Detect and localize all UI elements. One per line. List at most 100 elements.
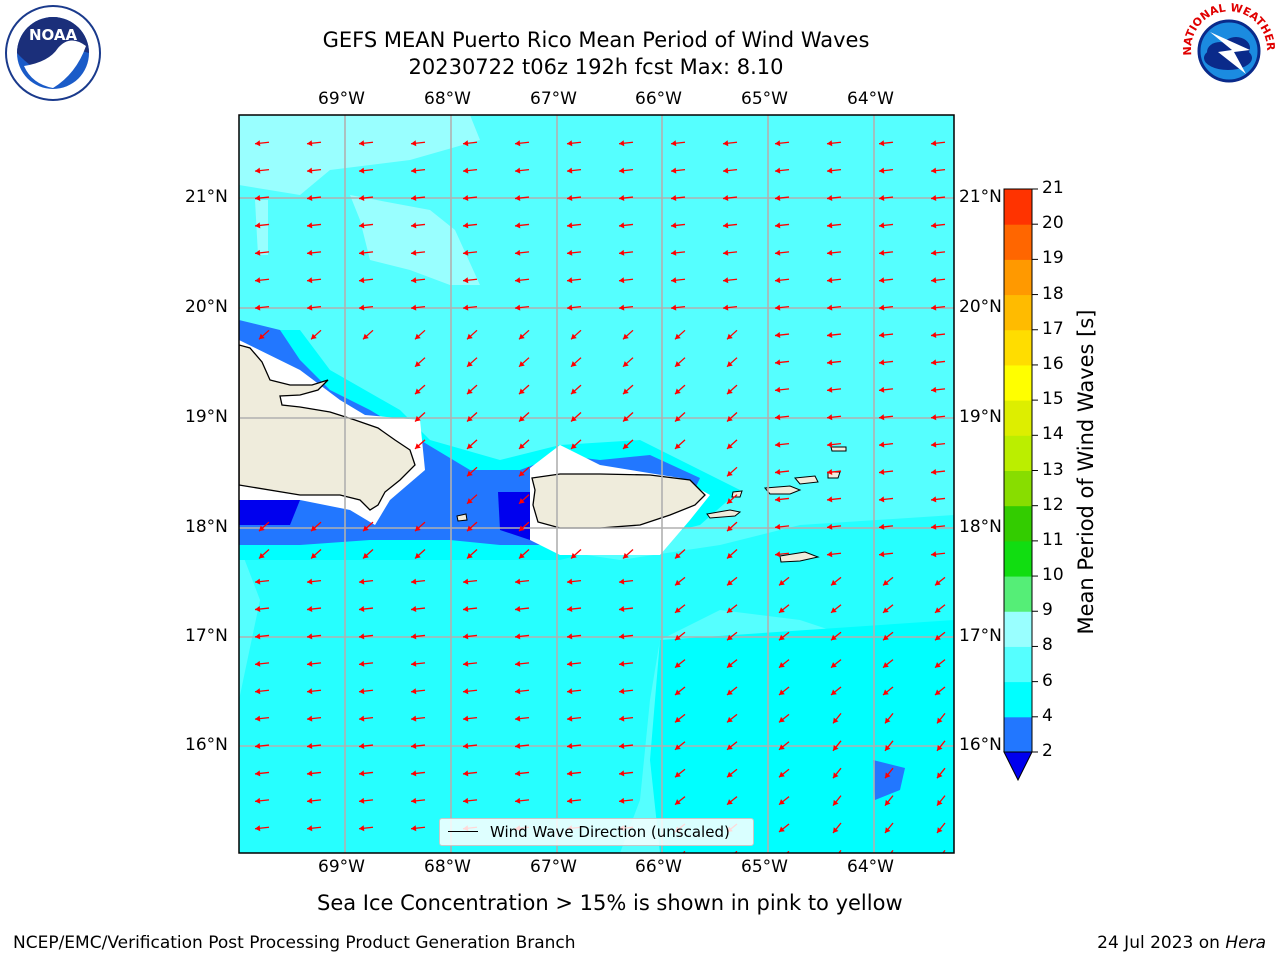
wind-wave-arrowhead: [879, 551, 885, 558]
wind-wave-arrowhead: [775, 222, 781, 229]
wind-wave-arrowhead: [675, 716, 681, 723]
wind-wave-arrowhead: [519, 443, 525, 449]
colorbar-tick-label: 18: [1042, 283, 1064, 304]
short-wave-region-southeast: [873, 760, 905, 800]
wind-wave-arrowhead: [931, 195, 937, 202]
wind-wave-arrowhead: [307, 277, 313, 284]
wind-wave-arrowhead: [411, 249, 417, 256]
wind-wave-arrowhead: [515, 660, 521, 667]
wind-wave-arrowhead: [259, 552, 265, 559]
wind-wave-arrowhead: [833, 855, 838, 861]
wind-wave-arrowhead: [571, 415, 577, 422]
wind-wave-arrowhead: [307, 167, 313, 174]
wind-wave-arrowhead: [675, 361, 681, 367]
wind-wave-arrow: [619, 855, 633, 857]
wind-wave-arrowhead: [723, 222, 729, 229]
wind-wave-arrowhead: [879, 249, 885, 256]
colorbar-bin: [1004, 259, 1032, 296]
wind-wave-arrowhead: [883, 662, 889, 668]
wind-wave-arrowhead: [619, 660, 625, 667]
wind-wave-arrowhead: [255, 304, 261, 311]
lon-label-bottom: 66°W: [635, 857, 682, 877]
wind-wave-arrowhead: [467, 388, 473, 395]
wind-wave-arrowhead: [723, 195, 729, 202]
wind-wave-arrowhead: [827, 386, 833, 393]
lon-label-bottom: 69°W: [318, 857, 365, 877]
wind-wave-arrowhead: [675, 771, 681, 778]
wind-wave-arrowhead: [307, 249, 313, 256]
wind-wave-arrowhead: [827, 304, 833, 311]
legend-line-swatch: [448, 831, 478, 832]
wind-wave-arrowhead: [727, 634, 733, 641]
wind-wave-arrowhead: [727, 771, 733, 778]
wind-wave-arrowhead: [255, 688, 261, 695]
wind-wave-arrowhead: [727, 799, 733, 805]
wind-wave-arrowhead: [937, 745, 943, 751]
wind-wave-arrowhead: [833, 745, 839, 751]
colorbar-tick-label: 14: [1042, 424, 1064, 445]
wind-wave-arrowhead: [463, 277, 469, 284]
wind-wave-arrowhead: [411, 606, 417, 613]
wind-wave-arrowhead: [515, 578, 521, 585]
wind-wave-arrowhead: [519, 470, 525, 477]
wind-wave-arrowhead: [827, 222, 833, 229]
wind-wave-arrowhead: [775, 386, 781, 393]
wind-wave-arrowhead: [359, 715, 365, 722]
wind-wave-arrowhead: [411, 140, 417, 147]
colorbar-tick-label: 15: [1042, 389, 1064, 410]
wind-wave-arrowhead: [311, 525, 317, 532]
colorbar-bin: [1004, 540, 1032, 577]
wind-wave-arrowhead: [831, 662, 837, 668]
wind-wave-arrowhead: [307, 222, 313, 229]
wind-wave-arrowhead: [885, 772, 891, 779]
light-wave-region-west: [255, 200, 268, 255]
wind-wave-arrowhead: [671, 304, 677, 311]
wind-wave-arrowhead: [567, 797, 573, 804]
wind-wave-arrowhead: [779, 689, 785, 695]
wind-wave-arrowhead: [937, 717, 943, 724]
wind-wave-arrowhead: [571, 552, 577, 559]
wind-wave-arrowhead: [411, 304, 417, 311]
wind-wave-arrowhead: [255, 660, 261, 667]
very-short-wave-region-west: [239, 500, 300, 525]
wind-wave-arrowhead: [931, 441, 937, 448]
wind-wave-arrowhead: [879, 496, 885, 503]
wind-wave-arrowhead: [879, 469, 885, 476]
noaa-logo-icon: NOAA: [4, 4, 102, 102]
wind-wave-arrowhead: [463, 797, 469, 804]
wind-wave-arrowhead: [727, 498, 733, 504]
wind-wave-arrowhead: [463, 660, 469, 667]
wind-wave-arrowhead: [255, 770, 261, 777]
wind-wave-arrowhead: [623, 552, 629, 559]
colorbar-bin: [1004, 364, 1032, 401]
wind-wave-arrowhead: [463, 140, 469, 147]
wind-wave-arrowhead: [879, 332, 885, 339]
wind-wave-arrowhead: [931, 304, 937, 311]
wind-wave-arrowhead: [255, 743, 261, 750]
wind-wave-arrowhead: [567, 304, 573, 311]
wind-wave-arrowhead: [307, 825, 313, 832]
wind-wave-arrowhead: [515, 195, 521, 202]
colorbar-tick-label: 9: [1042, 600, 1053, 621]
wind-wave-arrowhead: [463, 770, 469, 777]
wind-wave-arrowhead: [519, 498, 525, 504]
wind-wave-arrowhead: [885, 827, 891, 833]
wind-wave-arrowhead: [827, 277, 833, 284]
wind-wave-arrowhead: [307, 140, 313, 147]
wind-wave-arrowhead: [571, 333, 577, 340]
virgin-islands-1: [763, 485, 802, 495]
legend-label: Wind Wave Direction (unscaled): [490, 823, 730, 841]
lat-label-right: 17°N: [959, 626, 1002, 646]
wind-wave-arrowhead: [623, 388, 629, 395]
wind-wave-arrowhead: [827, 441, 833, 448]
wind-wave-arrowhead: [515, 140, 521, 147]
colorbar-tick-label: 11: [1042, 529, 1064, 550]
wind-wave-arrowhead: [255, 195, 261, 202]
wind-wave-arrowhead: [937, 772, 943, 779]
wind-wave-arrowhead: [779, 607, 785, 613]
wind-wave-arrowhead: [931, 414, 937, 421]
wind-wave-arrowhead: [307, 606, 313, 613]
nws-logo-icon: NATIONAL WEATHER SERVICE: [1176, 0, 1278, 100]
wind-wave-arrowhead: [885, 745, 891, 751]
wind-wave-arrowhead: [359, 195, 365, 202]
